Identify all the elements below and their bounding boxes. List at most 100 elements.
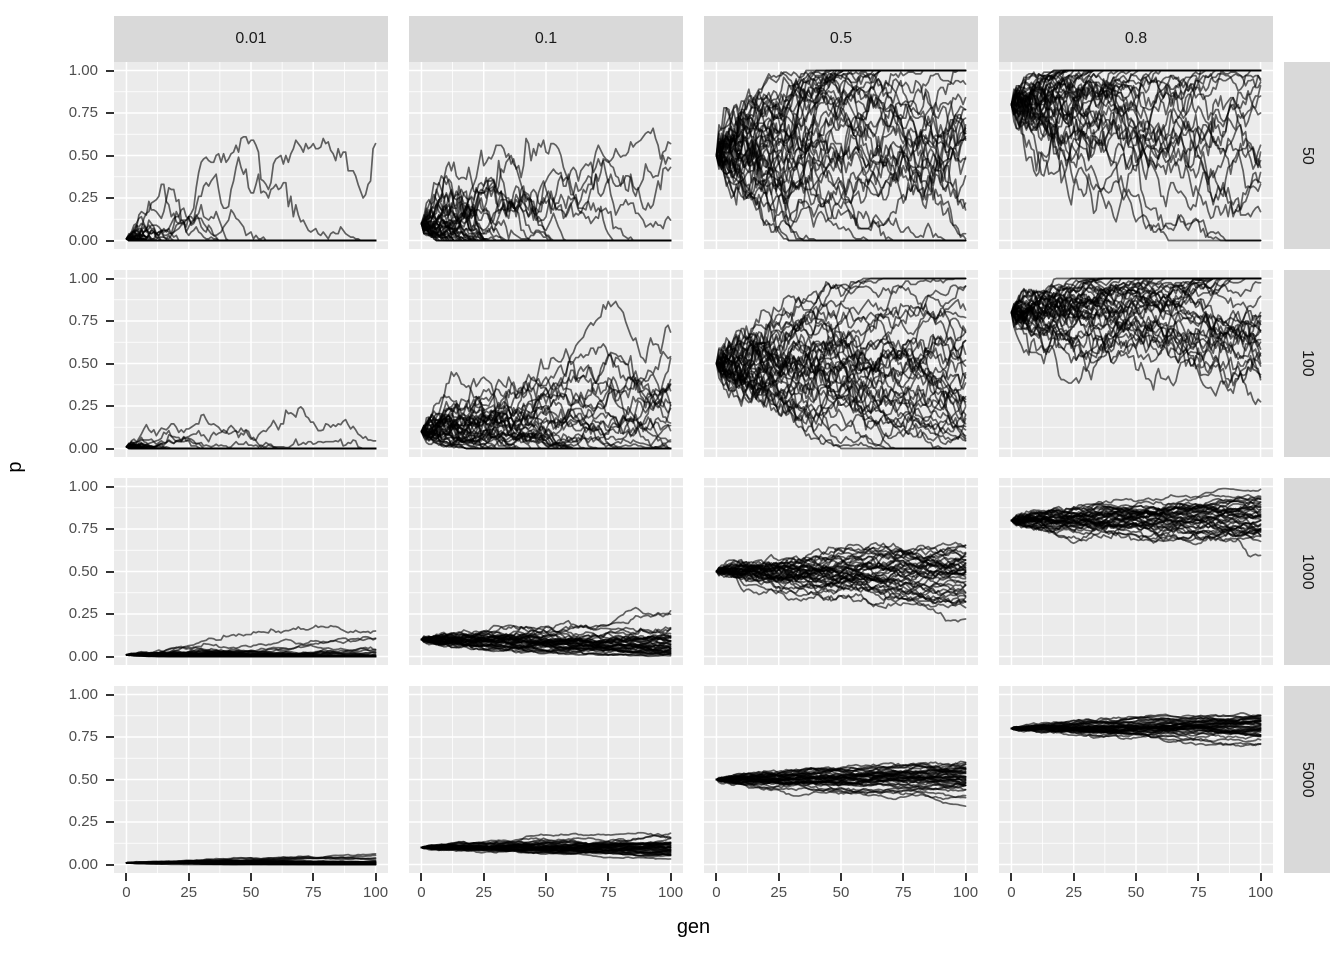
drift-trajectory: [125, 135, 377, 240]
y-tick-label: 0.25: [68, 397, 98, 414]
drift-trajectory: [420, 127, 672, 228]
x-axis-tick: [482, 873, 485, 881]
y-axis-title: p: [4, 461, 26, 473]
y-axis-tick: [106, 655, 114, 658]
facet-panel-N50-p00.1: [409, 62, 683, 249]
x-tick-label: 50: [832, 884, 850, 901]
x-tick-label: 50: [537, 884, 555, 901]
drift-trajectory: [715, 544, 967, 576]
drift-trajectory: [420, 633, 672, 647]
drift-trajectory: [715, 333, 967, 429]
drift-trajectory: [715, 764, 967, 782]
drift-trajectory: [715, 349, 967, 446]
y-axis-tick: [106, 277, 114, 280]
drift-trajectory: [1010, 95, 1262, 242]
y-axis-tick: [106, 69, 114, 72]
drift-trajectory: [1010, 519, 1262, 544]
drift-trajectory: [715, 778, 967, 797]
y-axis-tick: [106, 863, 114, 866]
facet-panel-N50-p00.5: [704, 62, 978, 249]
facet-column-strip-0.5: 0.5: [704, 16, 978, 62]
y-axis-tick: [106, 112, 114, 114]
drift-trajectory: [715, 768, 967, 786]
drift-trajectory: [1010, 285, 1262, 354]
drift-trajectory: [125, 445, 377, 450]
y-axis-tick: [106, 362, 114, 365]
x-axis-tick: [1135, 873, 1137, 881]
y-axis-tick: [106, 405, 114, 407]
facet-row-strip-1000: 1000: [1284, 478, 1330, 665]
y-axis-tick: [106, 485, 114, 488]
y-axis-tick: [106, 570, 114, 573]
drift-trajectory: [125, 428, 377, 450]
y-axis-tick: [106, 239, 114, 242]
drift-trajectory: [1010, 74, 1262, 150]
y-tick-label: 0.50: [68, 146, 98, 164]
x-axis-tick: [902, 873, 905, 881]
facet-panel-N5000-p00.01: [114, 686, 388, 873]
x-tick-label: 75: [599, 884, 617, 901]
drift-trajectory: [1010, 277, 1262, 317]
facet-panel-N1000-p00.8: [999, 478, 1273, 665]
drift-trajectory: [420, 834, 672, 849]
x-tick-label: 0: [122, 884, 131, 901]
drift-trajectory: [1010, 285, 1262, 365]
facet-panel-N1000-p00.5: [704, 478, 978, 665]
x-axis-tick: [1259, 873, 1262, 881]
drift-trajectory: [420, 154, 672, 225]
facet-panel-N100-p00.01: [114, 270, 388, 457]
facet-panel-N100-p00.8: [999, 270, 1273, 457]
drift-trajectory: [420, 629, 672, 646]
drift-trajectory: [420, 376, 672, 435]
y-tick-label: 0.75: [68, 520, 98, 537]
facet-panel-N5000-p00.1: [409, 686, 683, 873]
x-tick-label: 25: [770, 884, 788, 901]
facet-column-strip-0.1: 0.1: [409, 16, 683, 62]
drift-trajectory: [1010, 101, 1262, 242]
drift-trajectory: [1010, 95, 1262, 164]
y-tick-label: 0.75: [68, 728, 98, 745]
drift-trajectory: [715, 69, 967, 179]
x-axis-tick: [840, 873, 842, 881]
drift-trajectory: [420, 631, 672, 651]
y-tick-label: 0.00: [68, 855, 98, 873]
drift-trajectory: [715, 569, 967, 596]
x-axis-tick: [715, 873, 718, 881]
y-axis-tick: [106, 197, 114, 199]
x-tick-label: 75: [304, 884, 322, 901]
y-tick-label: 0.00: [68, 647, 98, 665]
x-axis-tick: [1010, 873, 1013, 881]
y-axis-tick: [106, 778, 114, 781]
drift-trajectory: [1010, 308, 1262, 384]
x-axis-tick: [312, 873, 315, 881]
drift-trajectory: [1010, 69, 1262, 177]
drift-trajectory: [1010, 505, 1262, 522]
drift-trajectory: [125, 637, 377, 656]
drift-trajectory: [715, 362, 967, 450]
x-tick-label: 25: [475, 884, 493, 901]
x-tick-label: 100: [363, 884, 389, 901]
y-tick-label: 0.00: [68, 439, 98, 457]
y-axis-tick: [106, 736, 114, 738]
drift-trajectory: [715, 778, 967, 801]
drift-trajectory: [715, 73, 967, 160]
y-axis-tick: [106, 528, 114, 530]
drift-trajectory: [715, 294, 967, 373]
drift-trajectory: [1010, 722, 1262, 734]
x-tick-label: 0: [712, 884, 721, 901]
x-tick-label: 50: [1127, 884, 1145, 901]
drift-trajectory: [715, 132, 967, 199]
drift-trajectory: [715, 127, 967, 228]
drift-trajectory: [715, 277, 967, 377]
facet-panel-N1000-p00.1: [409, 478, 683, 665]
y-axis-tick: [106, 447, 114, 450]
y-tick-label: 0.25: [68, 813, 98, 830]
drift-trajectory: [715, 565, 967, 598]
drift-trajectory: [125, 624, 377, 656]
drift-trajectory: [1010, 511, 1262, 531]
drift-trajectory: [715, 86, 967, 157]
drift-trajectory: [420, 222, 672, 242]
x-tick-label: 0: [1007, 884, 1016, 901]
facet-row-strip-5000: 5000: [1284, 686, 1330, 873]
x-tick-label: 100: [1248, 884, 1274, 901]
